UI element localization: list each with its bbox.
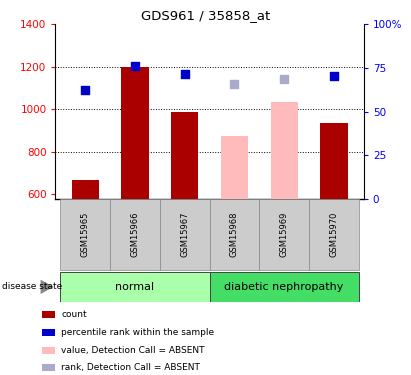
Text: diabetic nephropathy: diabetic nephropathy xyxy=(224,282,344,292)
Bar xyxy=(60,199,110,270)
Text: GDS961 / 35858_at: GDS961 / 35858_at xyxy=(141,9,270,22)
Point xyxy=(231,81,238,87)
Bar xyxy=(121,67,149,199)
Bar xyxy=(42,364,55,371)
Text: GSM15969: GSM15969 xyxy=(280,211,289,257)
Bar xyxy=(42,311,55,318)
Bar xyxy=(221,136,248,199)
Bar xyxy=(309,199,359,270)
Text: GSM15970: GSM15970 xyxy=(329,211,338,257)
Bar xyxy=(171,112,199,199)
Bar xyxy=(270,102,298,199)
Text: GSM15968: GSM15968 xyxy=(230,211,239,257)
Bar xyxy=(210,272,359,302)
Text: count: count xyxy=(61,310,87,319)
Bar xyxy=(210,199,259,270)
Bar xyxy=(60,272,210,302)
Text: disease state: disease state xyxy=(2,282,62,291)
Text: GSM15965: GSM15965 xyxy=(81,211,90,257)
Text: GSM15967: GSM15967 xyxy=(180,211,189,257)
Text: GSM15966: GSM15966 xyxy=(131,211,139,257)
Point xyxy=(330,74,337,80)
Bar xyxy=(110,199,160,270)
Bar xyxy=(320,123,348,199)
Bar xyxy=(72,180,99,199)
Point xyxy=(281,76,287,82)
Text: rank, Detection Call = ABSENT: rank, Detection Call = ABSENT xyxy=(61,363,200,372)
Bar xyxy=(259,199,309,270)
Text: value, Detection Call = ABSENT: value, Detection Call = ABSENT xyxy=(61,346,205,355)
Point xyxy=(182,71,188,77)
Text: percentile rank within the sample: percentile rank within the sample xyxy=(61,328,215,337)
Text: normal: normal xyxy=(115,282,155,292)
Bar xyxy=(42,346,55,354)
Polygon shape xyxy=(41,280,53,294)
Bar xyxy=(160,199,210,270)
Point xyxy=(82,87,89,93)
Bar xyxy=(42,328,55,336)
Point xyxy=(132,63,139,69)
